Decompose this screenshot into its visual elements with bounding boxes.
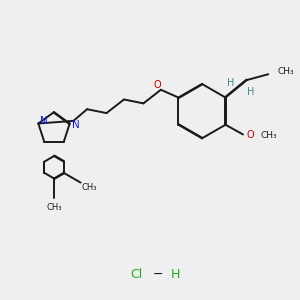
- Text: H: H: [247, 87, 254, 97]
- Text: Cl: Cl: [131, 268, 143, 281]
- Text: CH₃: CH₃: [81, 183, 97, 192]
- Text: O: O: [247, 130, 254, 140]
- Text: H: H: [227, 78, 234, 88]
- Text: H: H: [171, 268, 180, 281]
- Text: CH₃: CH₃: [260, 131, 277, 140]
- Text: CH₃: CH₃: [278, 67, 295, 76]
- Text: N: N: [72, 121, 80, 130]
- Text: CH₃: CH₃: [46, 203, 62, 212]
- Text: O: O: [153, 80, 161, 90]
- Text: N: N: [40, 116, 48, 126]
- Text: −: −: [153, 268, 164, 281]
